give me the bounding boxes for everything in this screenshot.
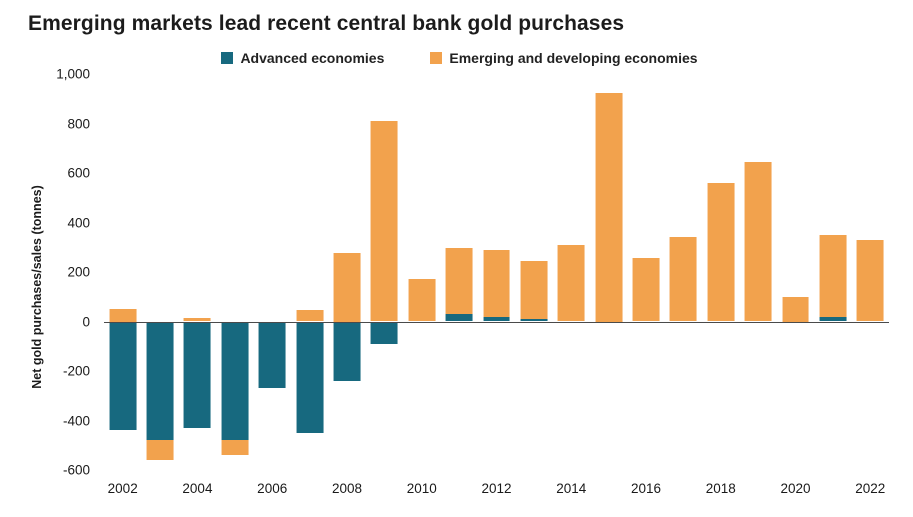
bar-segment	[856, 239, 884, 322]
y-tick-label: 600	[67, 165, 90, 181]
y-axis-label-column: Net gold purchases/sales (tonnes)	[26, 74, 48, 500]
x-axis-ticks: 2002 2004 2006 2008 2010 2012 2014 2016 2018 2020…	[104, 474, 889, 500]
bar-segment	[595, 92, 623, 322]
x-tick-label: 2008	[331, 481, 362, 496]
x-tick-label: 2004	[182, 481, 213, 496]
bar-segment	[109, 321, 137, 431]
bar-segment	[221, 440, 249, 456]
legend-item: Advanced economies	[221, 50, 384, 66]
bar-segment	[146, 321, 174, 441]
bar-segment	[258, 321, 286, 389]
x-tick-label: 2018	[705, 481, 736, 496]
bar-segment	[333, 321, 361, 381]
bar-segment	[109, 309, 137, 322]
bar-segment	[483, 316, 510, 322]
bar-segment	[183, 317, 211, 322]
bar-segment	[483, 249, 510, 317]
bar-segment	[782, 296, 809, 322]
zero-axis-line	[104, 321, 889, 323]
bar-segment	[819, 234, 847, 317]
legend-item: Emerging and developing economies	[430, 50, 698, 66]
bar-segment	[632, 258, 660, 322]
bar-segment	[146, 440, 174, 461]
bar-segment	[183, 321, 211, 428]
x-tick-label: 2020	[780, 481, 811, 496]
y-axis-label: Net gold purchases/sales (tonnes)	[30, 185, 44, 389]
bar-segment	[557, 244, 585, 322]
bar-segment	[296, 310, 324, 322]
bar-segment	[408, 279, 436, 322]
y-axis-ticks: 1,000 800 600 400 200 0 -200 -400 -600	[48, 67, 98, 478]
x-tick-label: 2002	[107, 481, 138, 496]
bar-segment	[445, 314, 473, 322]
x-tick-label: 2012	[481, 481, 512, 496]
y-tick-label: 200	[67, 264, 90, 280]
bar-segment	[445, 248, 473, 315]
plot-zone: 1,000 800 600 400 200 0 -200 -400 -600 2002 2004 2…	[48, 67, 893, 500]
bar-segment	[520, 319, 548, 322]
x-tick-label: 2010	[406, 481, 437, 496]
bar-segment	[669, 237, 697, 322]
x-tick-label: 2022	[855, 481, 886, 496]
legend-label: Emerging and developing economies	[449, 50, 698, 66]
legend-label: Advanced economies	[240, 50, 385, 66]
bar-segment	[819, 316, 847, 322]
y-tick-label: 1,000	[56, 66, 90, 82]
chart-title: Emerging markets lead recent central ban…	[28, 12, 625, 35]
bar-segment	[221, 321, 249, 441]
y-tick-label: 0	[82, 314, 90, 329]
x-tick-label: 2006	[257, 481, 288, 496]
y-tick-label: 400	[67, 215, 90, 230]
legend-swatch	[430, 52, 443, 64]
bar-segment	[520, 260, 548, 320]
y-tick-label: -200	[62, 363, 90, 379]
x-tick-label: 2014	[556, 481, 587, 496]
legend: Advanced economies Emerging and developin…	[26, 46, 893, 70]
y-tick-label: -400	[62, 413, 90, 428]
bar-segment	[707, 182, 735, 322]
legend-swatch	[221, 52, 234, 64]
bar-segment	[370, 321, 398, 344]
chart-body: Net gold purchases/sales (tonnes) 1,000 8…	[26, 67, 893, 500]
bar-segment	[296, 321, 324, 433]
x-tick-label: 2016	[630, 481, 662, 496]
bar-segment	[333, 253, 361, 322]
bar-segment	[744, 161, 772, 322]
y-tick-label: 800	[67, 116, 90, 131]
bar-segment	[370, 121, 398, 322]
plot-area	[104, 74, 889, 470]
y-tick-label: -600	[62, 462, 90, 478]
